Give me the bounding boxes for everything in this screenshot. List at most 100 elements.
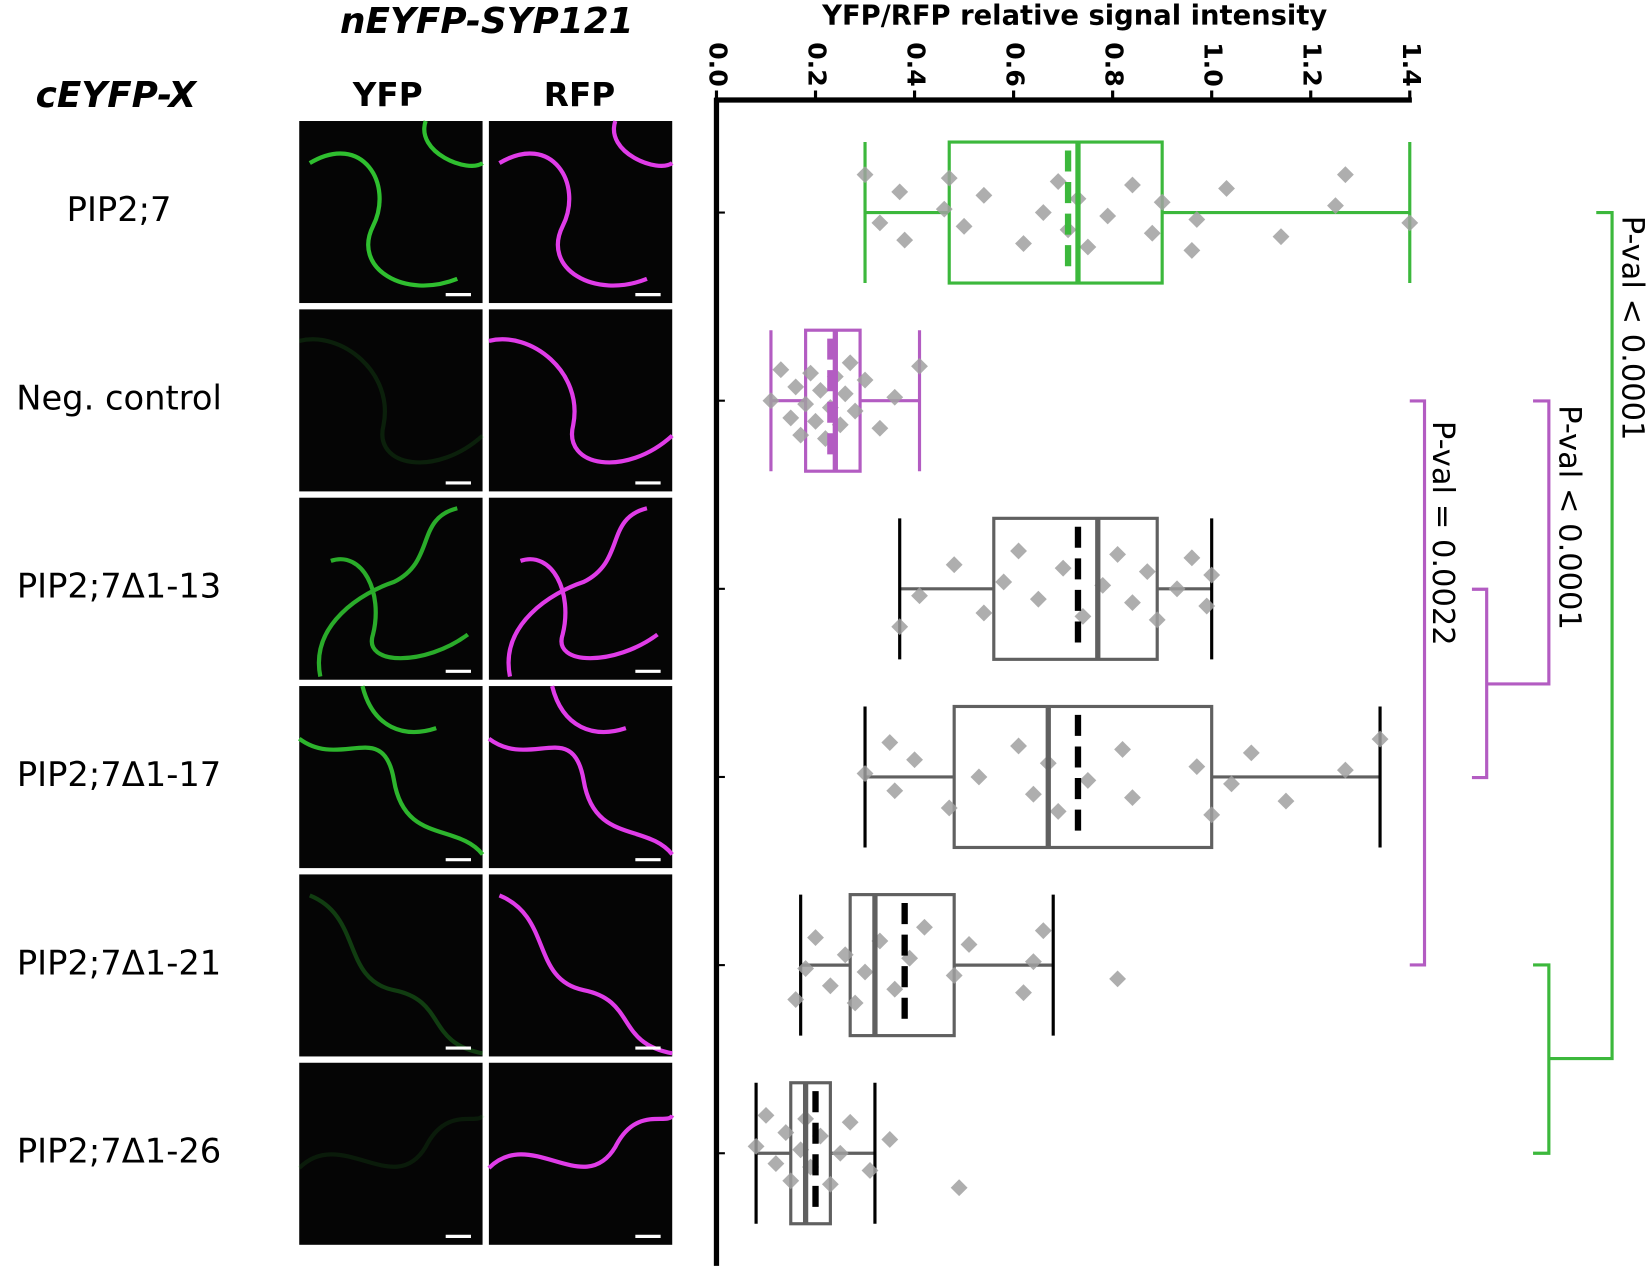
data-point [1109,545,1127,563]
box [947,140,1164,285]
data-point [821,977,839,995]
micrograph [488,497,673,680]
data-point [911,357,928,375]
x-tick-label: 1.4 [1397,42,1426,87]
cell-outline [308,893,483,1056]
data-point [1010,737,1027,755]
data-point [1124,789,1141,807]
data-point [1188,758,1206,776]
data-point [772,361,790,379]
data-point [935,200,953,218]
data-point [1010,542,1027,560]
data-point [1114,741,1131,758]
data-point [1024,953,1042,971]
data-point [856,765,874,782]
micrograph [298,309,484,492]
micrograph-bg [299,309,483,492]
bracket [1409,399,1427,967]
x-tick-label: 0.0 [703,42,732,87]
data-point [1148,611,1166,629]
data-point [955,217,973,235]
data-point [861,1162,879,1179]
data-point [767,1155,785,1173]
data-point [1336,761,1354,779]
data-point [1168,580,1186,598]
micrograph-bg [488,121,673,304]
data-point [975,186,993,204]
data-point [940,799,958,817]
cell-outline [506,506,659,678]
micrograph [297,1062,485,1245]
micrograph-bg [299,874,483,1057]
data-point [802,364,819,382]
data-point [777,1124,795,1142]
data-point [891,618,909,636]
data-point [1034,922,1052,940]
data-point [970,768,988,786]
data-point [1183,549,1201,567]
data-point [891,183,909,201]
data-point [836,946,854,964]
cell-outline [298,337,484,465]
micrograph [488,309,674,492]
data-point [886,980,904,998]
data-point [762,392,780,410]
data-point [975,604,993,622]
cell-outline [487,685,674,856]
annotation: P-val = 0.0022 [1425,421,1460,646]
x-tick-label: 1.2 [1298,42,1327,87]
data-point [871,419,889,437]
cell-outline [316,506,470,678]
data-point [841,354,859,372]
data-point [807,929,824,946]
cell-outline [498,893,673,1056]
bracket [1533,210,1614,1155]
row-title: cEYFP-X [36,75,199,116]
micrograph-bg [488,309,673,492]
box [992,516,1159,661]
annotation: P-val < 0.0001 [1551,405,1586,630]
data-point [1188,211,1206,228]
data-point [831,1144,849,1162]
data-point [940,169,958,187]
x-tick-label: 0.6 [1001,42,1030,87]
data-point [787,378,805,396]
micrograph-bg [488,686,673,869]
data-point [757,1106,775,1124]
data-point [846,402,864,420]
data-point [856,166,874,184]
data-point [886,388,904,406]
data-point [1079,771,1097,789]
data-point [1049,802,1067,820]
micrograph [488,120,674,304]
data-point [1049,173,1067,190]
micrograph [299,120,484,304]
micrograph-bg [488,497,673,680]
data-point [1054,559,1072,577]
data-point [1371,730,1389,748]
micrograph-bg [299,1062,483,1245]
data-point [807,412,824,430]
data-point [1336,166,1354,184]
data-point [1327,197,1344,215]
data-point [782,1172,800,1190]
data-point [1242,744,1260,762]
data-point [782,409,800,427]
data-point [1015,984,1032,1002]
data-point [856,371,874,389]
column-label: RFP [544,76,615,114]
data-point [995,573,1013,591]
panel-title: nEYFP-SYP121 [340,1,634,42]
data-point [881,1131,899,1148]
micrograph [299,874,483,1057]
data-point [896,231,914,249]
box [848,893,956,1038]
data-point [1203,806,1221,824]
row-label: PIP2;7Δ1-13 [17,567,221,606]
micrograph [488,874,673,1057]
data-point [1099,207,1117,225]
data-point [1277,792,1295,810]
data-point [1109,970,1127,988]
axis-title: YFP/RFP relative signal intensity [821,0,1327,31]
box [952,704,1214,850]
